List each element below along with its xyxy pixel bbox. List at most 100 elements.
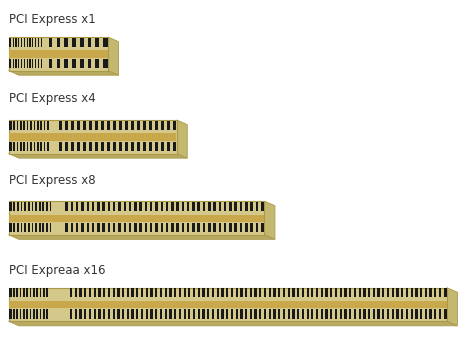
Bar xyxy=(188,288,191,298)
Bar xyxy=(261,223,264,232)
Bar xyxy=(236,288,238,298)
Bar xyxy=(297,288,299,298)
Bar xyxy=(9,50,108,58)
Bar xyxy=(97,223,100,232)
Bar xyxy=(326,288,328,298)
Bar xyxy=(27,38,28,47)
Bar xyxy=(155,142,158,151)
Bar xyxy=(187,223,190,232)
Bar xyxy=(137,142,140,151)
Bar xyxy=(72,59,76,68)
Text: PCI Express x4: PCI Express x4 xyxy=(9,92,95,105)
Bar xyxy=(95,142,98,151)
Bar xyxy=(224,202,227,211)
Bar xyxy=(415,288,418,298)
Bar xyxy=(101,142,104,151)
Bar xyxy=(439,288,441,298)
Bar xyxy=(136,288,138,298)
Bar xyxy=(229,223,232,232)
Bar xyxy=(17,288,18,298)
Bar xyxy=(363,288,365,298)
Bar xyxy=(24,59,25,68)
Bar xyxy=(149,142,152,151)
Bar xyxy=(35,202,37,211)
Bar xyxy=(46,310,48,318)
Bar xyxy=(103,38,107,47)
Bar xyxy=(92,202,94,211)
Bar xyxy=(28,223,29,232)
Bar xyxy=(9,59,11,68)
Bar xyxy=(316,310,318,318)
Bar xyxy=(444,288,447,298)
Bar xyxy=(259,288,262,298)
Polygon shape xyxy=(108,37,118,75)
Bar xyxy=(34,121,35,130)
Bar xyxy=(83,121,86,130)
Bar xyxy=(212,288,214,298)
Bar xyxy=(13,121,15,130)
Bar xyxy=(174,288,176,298)
Bar xyxy=(354,310,356,318)
Bar xyxy=(9,223,12,232)
Bar xyxy=(18,38,19,47)
Bar xyxy=(273,310,276,318)
Bar xyxy=(146,310,148,318)
Bar xyxy=(39,202,40,211)
Bar xyxy=(283,288,285,298)
Bar xyxy=(192,223,195,232)
Bar xyxy=(64,38,68,47)
Bar xyxy=(302,288,304,298)
Bar xyxy=(261,223,264,232)
Bar xyxy=(166,202,168,211)
Bar xyxy=(30,288,31,298)
Bar xyxy=(102,202,105,211)
Bar xyxy=(105,59,108,68)
Bar xyxy=(17,310,18,318)
Bar xyxy=(76,223,79,232)
Bar xyxy=(112,288,115,298)
Bar xyxy=(134,202,137,211)
Bar xyxy=(217,310,219,318)
Bar xyxy=(406,288,408,298)
Bar xyxy=(41,59,42,68)
Bar xyxy=(95,38,99,47)
Bar xyxy=(56,59,60,68)
Bar xyxy=(102,223,105,232)
Bar xyxy=(27,59,28,68)
Bar xyxy=(20,121,22,130)
Polygon shape xyxy=(9,71,118,75)
Bar xyxy=(221,310,224,318)
Bar xyxy=(21,38,22,47)
Bar xyxy=(198,223,200,232)
Bar xyxy=(71,121,74,130)
Bar xyxy=(167,121,170,130)
Bar xyxy=(187,202,190,211)
Polygon shape xyxy=(177,120,187,158)
Bar xyxy=(161,202,163,211)
Bar xyxy=(80,59,83,68)
Bar xyxy=(9,215,264,222)
Bar xyxy=(42,223,44,232)
Bar xyxy=(9,121,11,130)
Bar xyxy=(377,288,380,298)
Bar xyxy=(103,288,105,298)
Bar xyxy=(213,223,216,232)
Bar xyxy=(261,202,264,211)
Bar xyxy=(171,223,173,232)
Bar xyxy=(9,288,11,298)
Bar xyxy=(23,288,25,298)
Bar xyxy=(335,288,337,298)
Bar xyxy=(377,310,380,318)
Bar xyxy=(425,288,427,298)
Bar xyxy=(31,202,33,211)
Bar xyxy=(117,288,119,298)
Bar xyxy=(20,288,21,298)
Bar xyxy=(40,121,42,130)
Bar xyxy=(264,288,266,298)
Bar xyxy=(36,288,38,298)
Bar xyxy=(64,59,68,68)
Bar xyxy=(358,310,361,318)
Bar xyxy=(368,310,370,318)
Polygon shape xyxy=(9,235,275,239)
Bar xyxy=(307,310,309,318)
